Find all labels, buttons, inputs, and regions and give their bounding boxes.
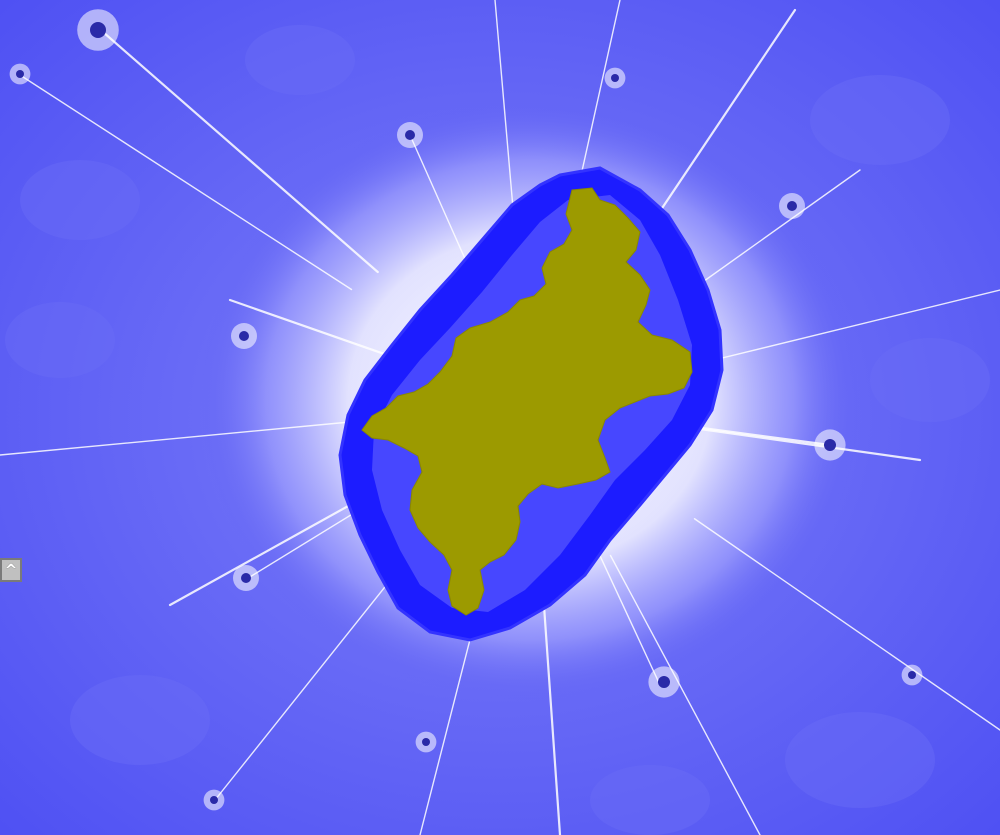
filament <box>0 421 346 456</box>
minibrot <box>16 70 24 78</box>
filament <box>93 23 379 274</box>
minibrot <box>210 796 218 804</box>
minibrot <box>824 439 836 451</box>
minibrot <box>405 130 415 140</box>
minibrot <box>422 738 430 746</box>
chevron-up-icon: ^ <box>4 561 18 579</box>
filament <box>665 423 922 462</box>
set-interior <box>361 187 693 616</box>
panel-toggle-button[interactable]: ^ <box>0 558 22 582</box>
petal-texture <box>5 25 990 835</box>
satellite-minibrots <box>9 9 923 811</box>
minibrot <box>239 331 249 341</box>
filament <box>693 289 1000 366</box>
filament <box>19 74 353 291</box>
minibrot <box>90 22 106 38</box>
minibrot <box>611 74 619 82</box>
filament <box>693 518 1000 731</box>
minibrot <box>908 671 916 679</box>
filament <box>609 554 761 835</box>
minibrot <box>787 201 797 211</box>
minibrot <box>241 573 251 583</box>
minibrot <box>658 676 670 688</box>
